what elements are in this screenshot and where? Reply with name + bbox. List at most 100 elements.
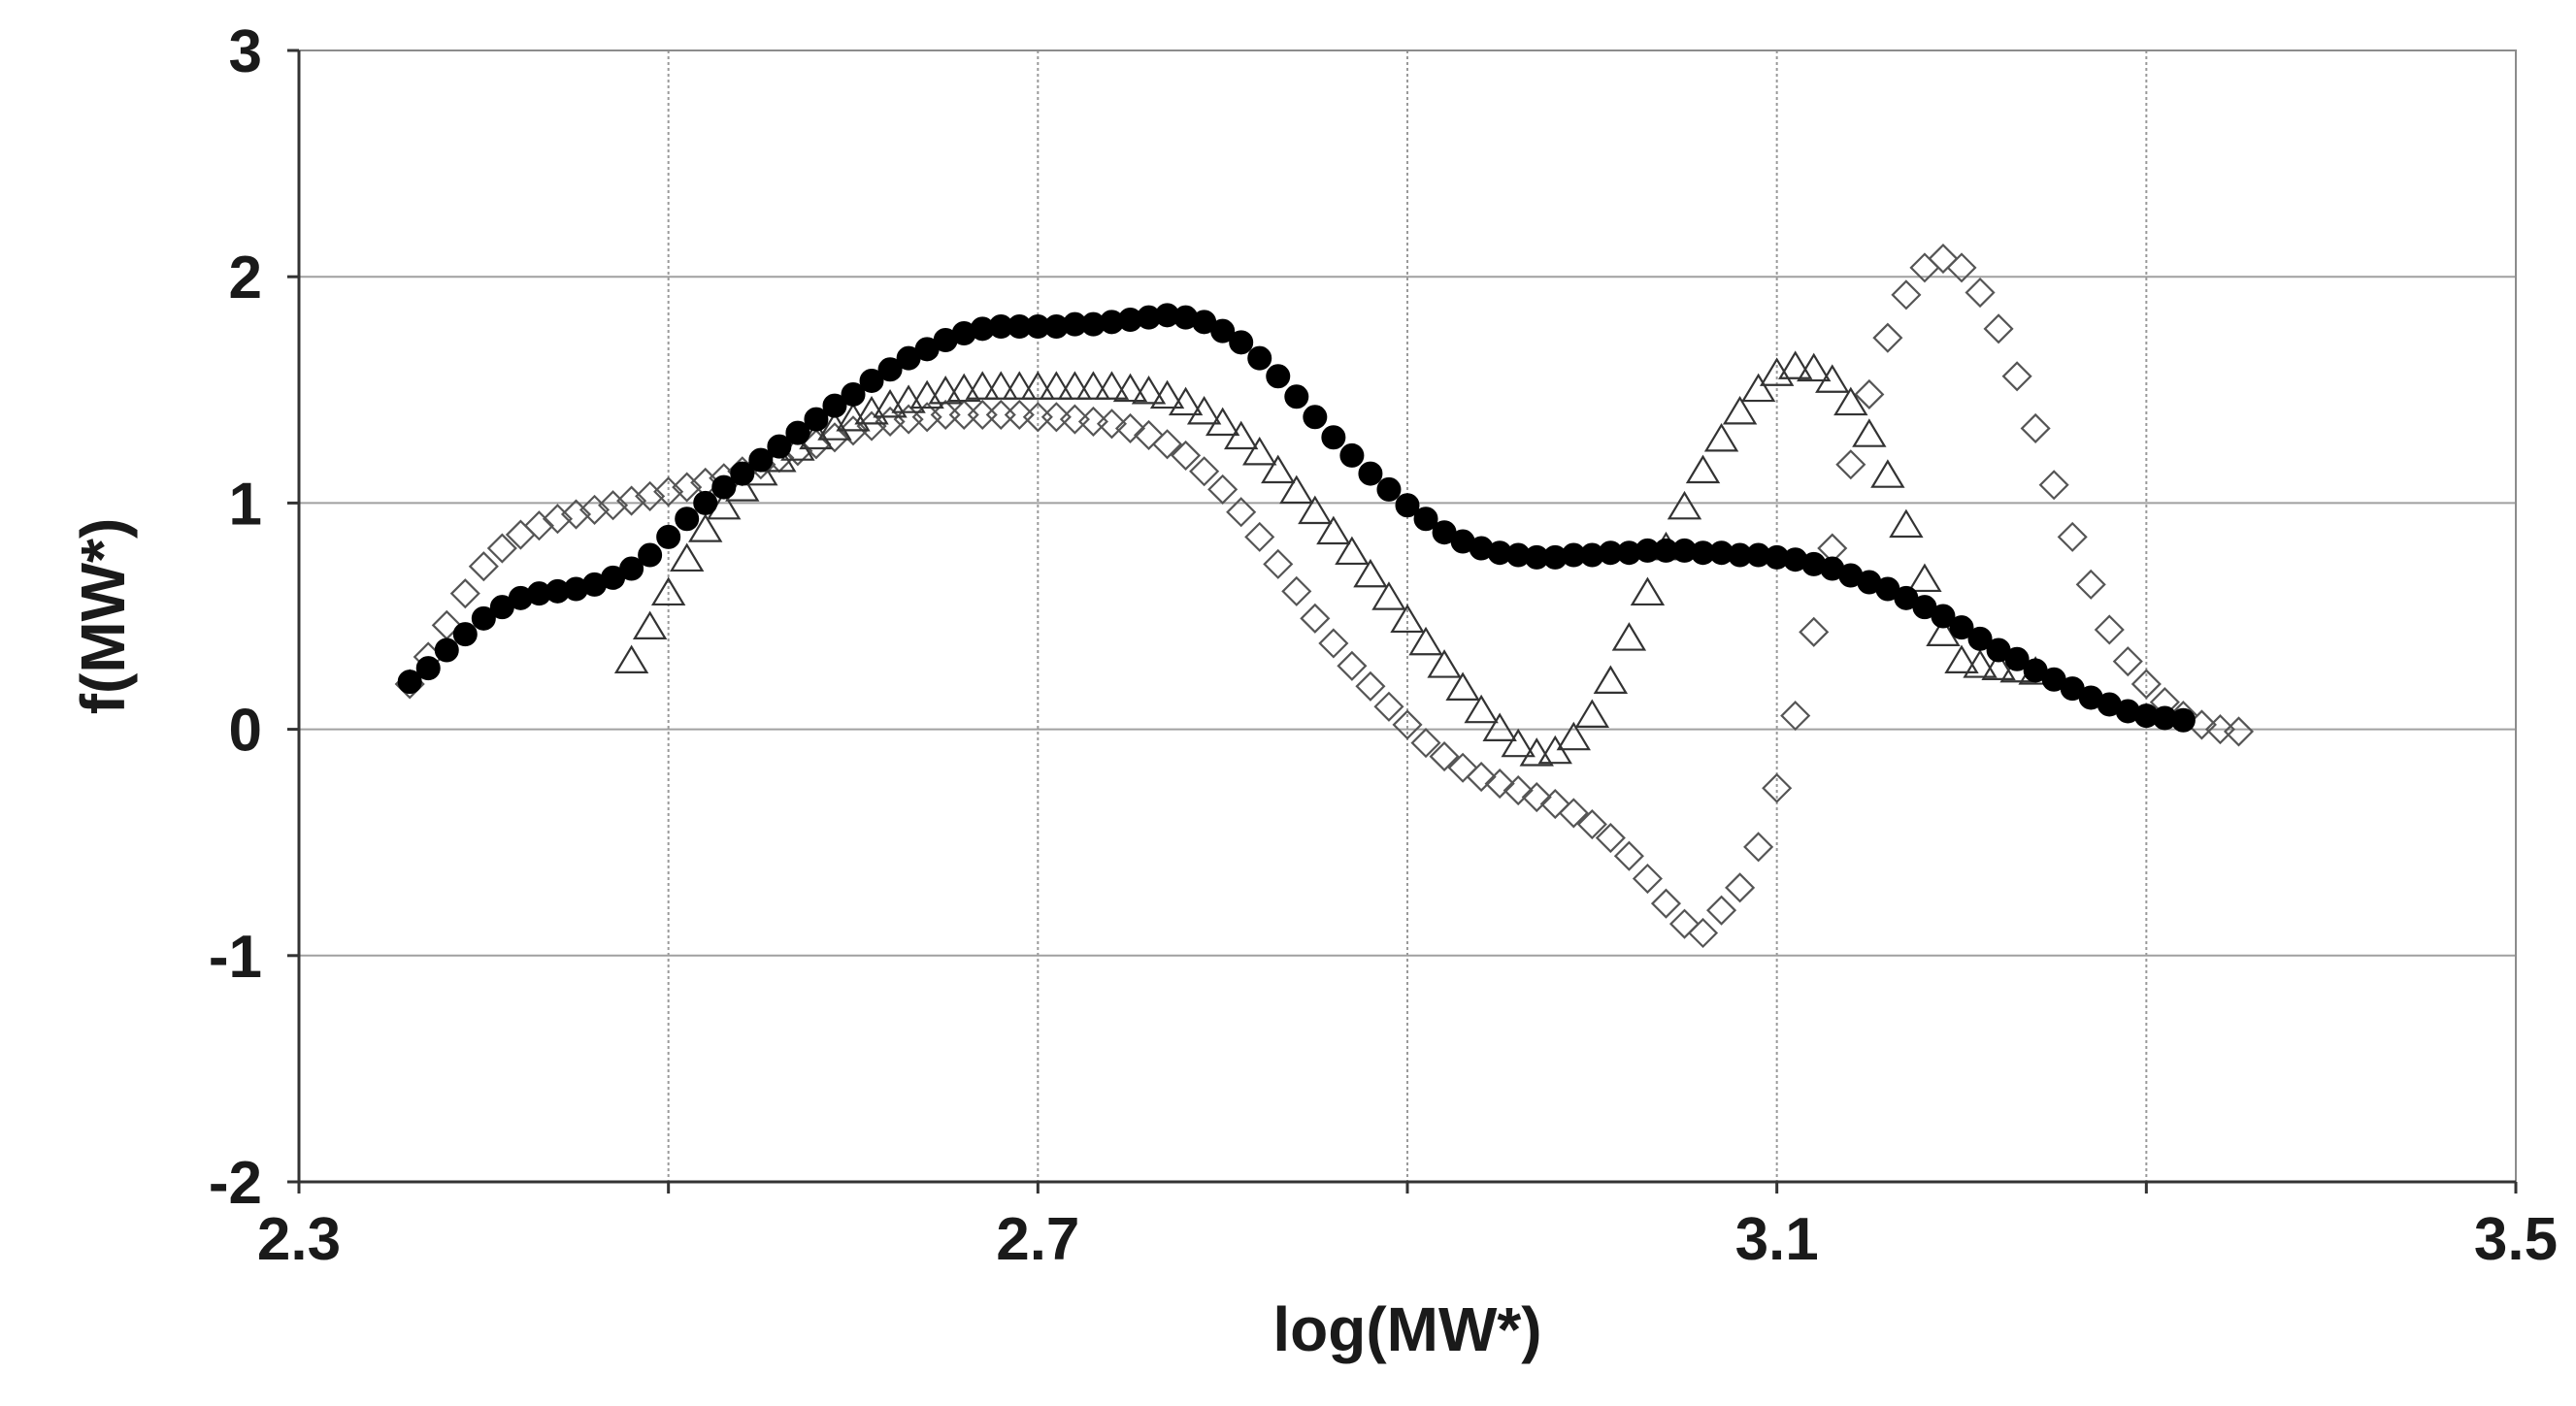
data-point-triangle [1224,420,1259,450]
data-point-triangle [1963,649,1998,678]
x-tick-label: 2.3 [257,1206,341,1273]
y-axis-title: f(MW*) [68,518,138,715]
data-point-diamond [1207,474,1238,505]
data-point-circle [415,656,441,681]
data-point-circle [2170,707,2196,733]
data-point-diamond [542,504,574,535]
data-point-circle [1339,442,1365,468]
data-point-triangle [1889,508,1924,539]
data-point-diamond [2020,412,2051,443]
data-point-triangle [1501,728,1536,758]
y-tick-label: -2 [209,1150,262,1217]
data-point-triangle [1630,576,1666,606]
data-point-diamond [1392,709,1423,740]
data-point-triangle [1703,422,1739,452]
data-point-diamond [1946,252,1977,283]
data-point-circle [877,357,903,382]
data-point-diamond [1410,728,1441,759]
series-open-triangle [613,350,2053,767]
data-point-diamond [1077,406,1108,438]
data-point-diamond [1687,917,1719,949]
data-point-diamond [1762,772,1793,803]
data-point-diamond [1263,548,1294,579]
data-point-circle [859,368,884,393]
data-point-diamond [930,399,961,431]
data-point-diamond [1576,808,1607,840]
data-point-circle [1303,405,1328,430]
data-point-triangle [965,371,1000,400]
data-point-circle [1210,318,1236,343]
data-point-diamond [1854,378,1885,410]
data-point-circle [1949,615,1974,640]
data-point-circle [1931,604,1956,629]
data-point-circle [693,490,718,515]
data-point-diamond [1650,888,1682,919]
data-point-diamond [819,422,850,453]
series-open-diamond [394,243,2255,949]
data-point-triangle [983,371,1018,400]
data-point-diamond [1632,863,1663,895]
data-point-diamond [1928,243,1959,275]
data-point-diamond [2057,521,2088,552]
data-point-diamond [1152,429,1183,460]
data-point-diamond [598,490,629,521]
data-point-diamond [1521,782,1552,813]
y-tick-label: -1 [209,924,262,991]
data-point-triangle [1519,737,1554,767]
series-filled-circle [397,303,2196,733]
y-tick-label: 2 [229,245,262,311]
x-tick-label: 2.7 [996,1206,1079,1273]
data-point-triangle [1445,671,1480,701]
data-point-diamond [1096,409,1128,440]
data-point-triangle [1722,395,1758,425]
data-point-diamond [1004,399,1035,431]
data-point-triangle [1316,515,1351,545]
data-point-circle [804,407,829,432]
data-point-diamond [672,472,703,503]
data-point-triangle [1039,371,1074,400]
x-tick-label: 3.5 [2474,1206,2558,1273]
data-point-diamond [1872,322,1903,353]
data-point-diamond [616,485,647,516]
data-point-diamond [1725,872,1756,903]
data-point-triangle [1593,665,1629,694]
data-point-triangle [1020,371,1056,400]
data-point-triangle [928,375,963,405]
data-point-triangle [1685,454,1721,484]
data-point-diamond [1983,313,2014,344]
data-point-triangle [1427,649,1462,678]
data-point-diamond [838,415,869,446]
data-point-triangle [1667,490,1702,520]
data-point-circle [730,461,755,486]
data-point-circle [2004,646,2030,671]
data-point-circle [841,381,866,407]
data-point-diamond [1373,691,1404,722]
data-point-triangle [1057,371,1093,400]
data-point-circle [785,420,810,445]
data-point-diamond [2130,669,2162,700]
data-point-circle [711,474,737,500]
data-point-triangle [1279,474,1314,505]
y-tick-label: 3 [229,18,262,85]
data-point-circle [397,670,422,695]
data-point-triangle [1205,407,1240,437]
axes [287,49,2518,1193]
data-point-diamond [2223,716,2255,747]
data-point-diamond [1780,701,1811,732]
data-point-triangle [1944,644,1979,673]
data-point-diamond [1539,789,1570,820]
data-point-circle [1266,364,1291,389]
data-point-diamond [449,578,480,609]
data-point-circle [767,434,792,459]
data-point-diamond [635,480,666,511]
data-point-diamond [1429,741,1460,772]
data-point-triangle [1298,495,1333,525]
data-point-diamond [1613,840,1644,871]
x-axis-title: log(MW*) [1272,1294,1541,1364]
grid [298,49,2517,1183]
data-point-diamond [1835,449,1866,480]
data-point-circle [1395,493,1420,518]
data-point-triangle [1335,536,1370,566]
data-point-diamond [985,399,1016,431]
